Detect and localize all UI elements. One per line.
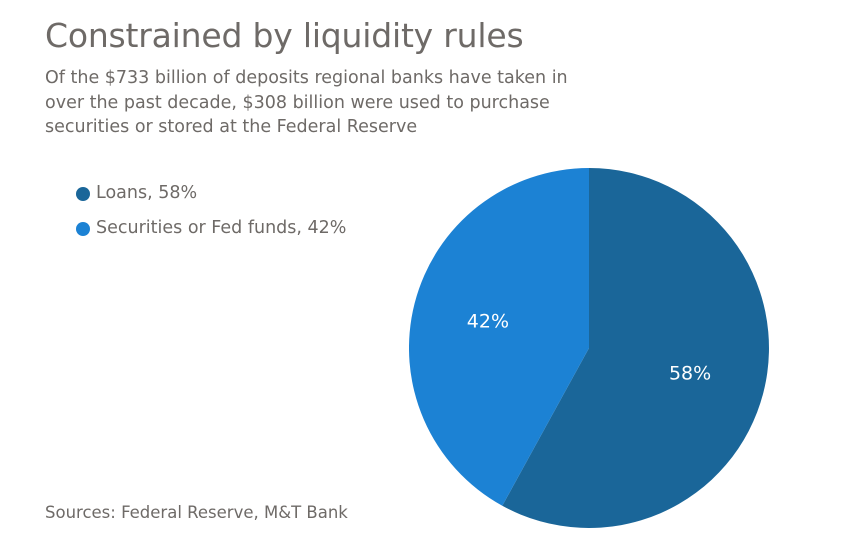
legend-item-loans[interactable]: Loans, 58% bbox=[76, 176, 346, 211]
pie-svg: 58% 42% bbox=[409, 168, 769, 528]
chart-title: Constrained by liquidity rules bbox=[45, 16, 524, 55]
pie-slice-securities[interactable] bbox=[409, 168, 589, 506]
chart-subtitle: Of the $733 billion of deposits regional… bbox=[45, 66, 755, 140]
legend-label-loans: Loans, 58% bbox=[96, 182, 198, 203]
chart-subtitle-line-2: over the past decade, $308 billion were … bbox=[45, 92, 550, 113]
legend-label-securities: Securities or Fed funds, 42% bbox=[96, 217, 347, 238]
legend-swatch-securities-icon bbox=[76, 221, 90, 236]
pie-slice-loans[interactable] bbox=[502, 168, 769, 528]
pie-plot-area: 58% 42% bbox=[409, 168, 769, 528]
legend-item-securities[interactable]: Securities or Fed funds, 42% bbox=[76, 211, 346, 246]
chart-legend: Loans, 58% Securities or Fed funds, 42% bbox=[76, 176, 346, 246]
chart-source-note: Sources: Federal Reserve, M&T Bank bbox=[45, 503, 348, 522]
chart-subtitle-line-1: Of the $733 billion of deposits regional… bbox=[45, 68, 568, 88]
pie-slice-label-loans: 58% bbox=[669, 363, 711, 385]
pie-slice-label-securities: 42% bbox=[467, 311, 509, 333]
legend-swatch-loans-icon bbox=[76, 186, 90, 201]
chart-subtitle-line-3: securities or stored at the Federal Rese… bbox=[45, 117, 418, 137]
